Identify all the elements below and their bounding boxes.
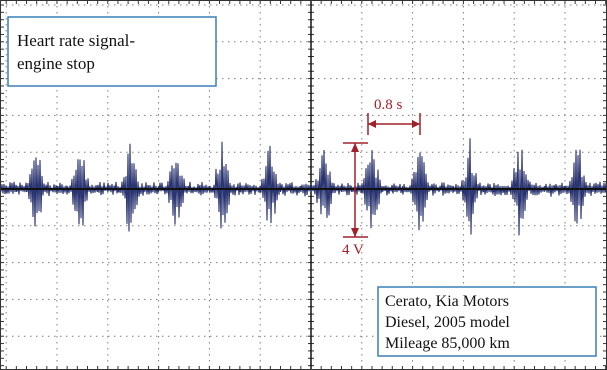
voltage-arrow-head-bottom: [351, 228, 359, 237]
voltage-annotation: 4 V: [342, 142, 368, 258]
info-line-1: Cerato, Kia Motors: [385, 293, 509, 310]
time-annotation-label: 0.8 s: [374, 97, 403, 113]
title-box-border: [7, 16, 217, 87]
voltage-arrow-head-top: [351, 143, 359, 152]
time-arrow-head-right: [412, 120, 420, 128]
time-annotation: 0.8 s: [367, 97, 421, 135]
info-box-border: [377, 286, 597, 357]
time-arrow-head-left: [368, 120, 376, 128]
title-box: Heart rate signal- engine stop: [7, 16, 217, 87]
voltage-annotation-label: 4 V: [342, 242, 364, 258]
info-line-2: Diesel, 2005 model: [385, 314, 510, 331]
title-line-2: engine stop: [17, 54, 95, 73]
vehicle-info-box: Cerato, Kia Motors Diesel, 2005 model Mi…: [377, 286, 597, 357]
title-line-1: Heart rate signal-: [17, 31, 135, 50]
info-line-3: Mileage 85,000 km: [385, 335, 510, 352]
